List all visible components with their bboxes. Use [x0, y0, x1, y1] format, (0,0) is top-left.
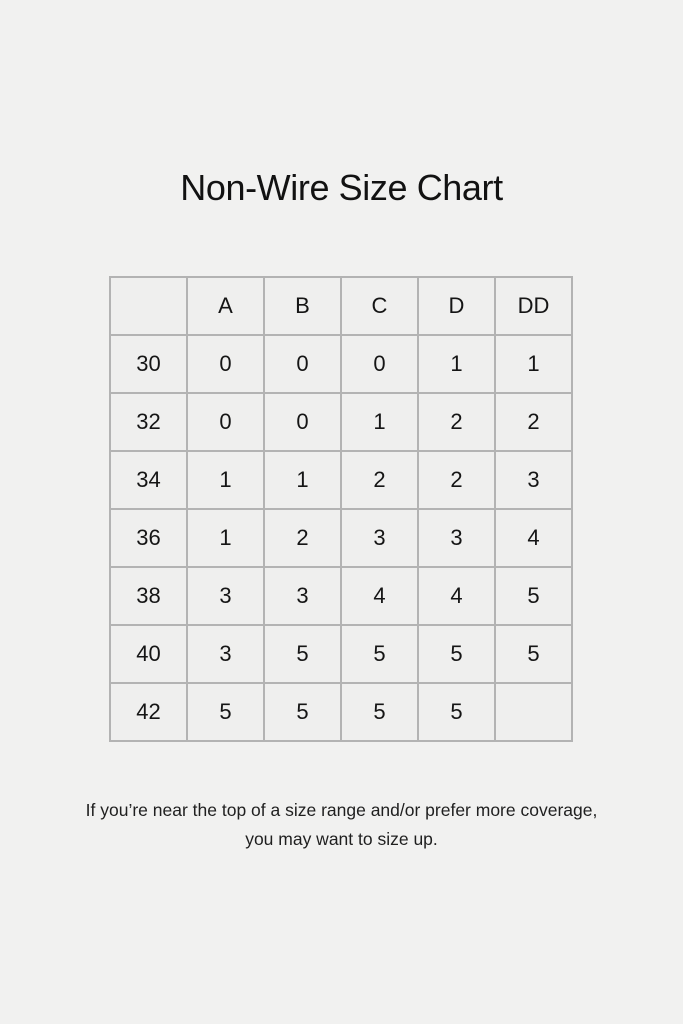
table-row: 34 1 1 2 2 3: [109, 450, 573, 510]
column-header-d: D: [417, 276, 496, 336]
table-row: 30 0 0 0 1 1: [109, 334, 573, 394]
cell-42-dd: [494, 682, 573, 742]
cell-32-b: 0: [263, 392, 342, 452]
cell-32-c: 1: [340, 392, 419, 452]
cell-40-c: 5: [340, 624, 419, 684]
cell-38-c: 4: [340, 566, 419, 626]
sizing-note: If you’re near the top of a size range a…: [85, 800, 598, 849]
cell-40-d: 5: [417, 624, 496, 684]
cell-42-d: 5: [417, 682, 496, 742]
cell-42-a: 5: [186, 682, 265, 742]
cell-38-a: 3: [186, 566, 265, 626]
cell-38-b: 3: [263, 566, 342, 626]
column-header-a: A: [186, 276, 265, 336]
cell-36-c: 3: [340, 508, 419, 568]
table-row: 32 0 0 1 2 2: [109, 392, 573, 452]
row-label-30: 30: [109, 334, 188, 394]
cell-40-dd: 5: [494, 624, 573, 684]
cell-32-dd: 2: [494, 392, 573, 452]
column-header-dd: DD: [494, 276, 573, 336]
cell-38-d: 4: [417, 566, 496, 626]
table-row: 36 1 2 3 3 4: [109, 508, 573, 568]
row-label-38: 38: [109, 566, 188, 626]
row-label-32: 32: [109, 392, 188, 452]
cell-42-b: 5: [263, 682, 342, 742]
cell-38-dd: 5: [494, 566, 573, 626]
size-chart-table: A B C D DD 30 0 0 0 1 1 32 0: [109, 276, 573, 742]
table-row: 42 5 5 5 5: [109, 682, 573, 742]
cell-32-d: 2: [417, 392, 496, 452]
row-label-36: 36: [109, 508, 188, 568]
cell-34-b: 1: [263, 450, 342, 510]
cell-36-d: 3: [417, 508, 496, 568]
cell-30-c: 0: [340, 334, 419, 394]
table-row: 38 3 3 4 4 5: [109, 566, 573, 626]
row-label-40: 40: [109, 624, 188, 684]
table-corner-cell: [109, 276, 188, 336]
cell-30-a: 0: [186, 334, 265, 394]
cell-42-c: 5: [340, 682, 419, 742]
row-label-34: 34: [109, 450, 188, 510]
cell-34-a: 1: [186, 450, 265, 510]
table-body: 30 0 0 0 1 1 32 0 0 1 2 2 34 1: [109, 334, 573, 742]
size-chart-table-container: A B C D DD 30 0 0 0 1 1 32 0: [109, 276, 573, 742]
cell-40-b: 5: [263, 624, 342, 684]
cell-34-d: 2: [417, 450, 496, 510]
cell-30-b: 0: [263, 334, 342, 394]
table-header: A B C D DD: [109, 276, 573, 336]
cell-30-dd: 1: [494, 334, 573, 394]
cell-36-dd: 4: [494, 508, 573, 568]
cell-32-a: 0: [186, 392, 265, 452]
page-title: Non-Wire Size Chart: [180, 167, 503, 208]
cell-34-c: 2: [340, 450, 419, 510]
table-header-row: A B C D DD: [109, 276, 573, 336]
cell-36-b: 2: [263, 508, 342, 568]
cell-30-d: 1: [417, 334, 496, 394]
cell-34-dd: 3: [494, 450, 573, 510]
cell-40-a: 3: [186, 624, 265, 684]
column-header-c: C: [340, 276, 419, 336]
cell-36-a: 1: [186, 508, 265, 568]
column-header-b: B: [263, 276, 342, 336]
table-row: 40 3 5 5 5 5: [109, 624, 573, 684]
row-label-42: 42: [109, 682, 188, 742]
